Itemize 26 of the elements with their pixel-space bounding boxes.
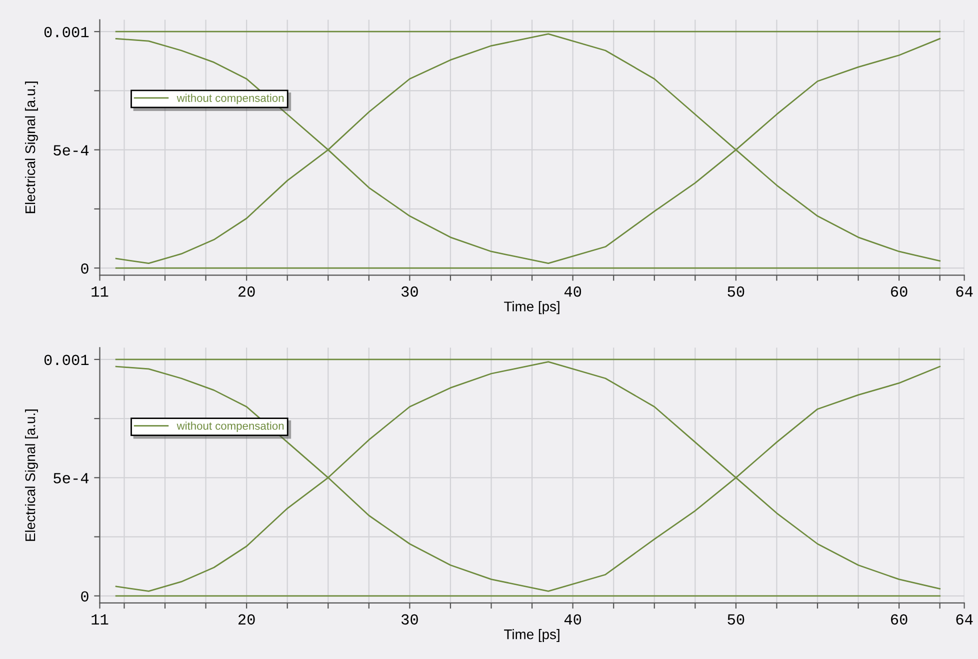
y-tick-label: 0.001 (44, 26, 89, 38)
x-axis-title: Time [ps] (504, 629, 560, 642)
legend-label: without compensation (176, 94, 284, 104)
x-tick-label: 11 (92, 614, 108, 624)
y-axis-title: Electrical Signal [a.u.] (24, 82, 38, 214)
x-tick-label: 60 (891, 286, 908, 297)
x-tick-label: 60 (891, 614, 908, 625)
y-tick-label: 0 (81, 263, 88, 274)
x-tick-label: 11 (92, 286, 108, 297)
legend-label: without compensation (176, 422, 284, 432)
x-tick-label: 20 (238, 614, 255, 625)
x-tick-label: 20 (238, 286, 255, 297)
x-tick-label: 40 (564, 614, 582, 625)
x-tick-label: 40 (564, 286, 582, 297)
x-tick-label: 30 (401, 286, 418, 297)
x-tick-label: 64 (956, 286, 973, 297)
y-tick-label: 5e-4 (54, 145, 89, 156)
x-tick-label: 30 (401, 614, 418, 625)
y-axis-title: Electrical Signal [a.u.] (24, 410, 38, 541)
y-tick-label: 0 (81, 591, 88, 602)
x-tick-label: 50 (728, 286, 744, 297)
y-tick-label: 0.001 (44, 354, 89, 366)
y-tick-label: 5e-4 (54, 473, 89, 484)
x-axis-title: Time [ps] (504, 301, 560, 314)
x-tick-label: 64 (956, 614, 973, 625)
x-tick-label: 50 (728, 614, 744, 625)
